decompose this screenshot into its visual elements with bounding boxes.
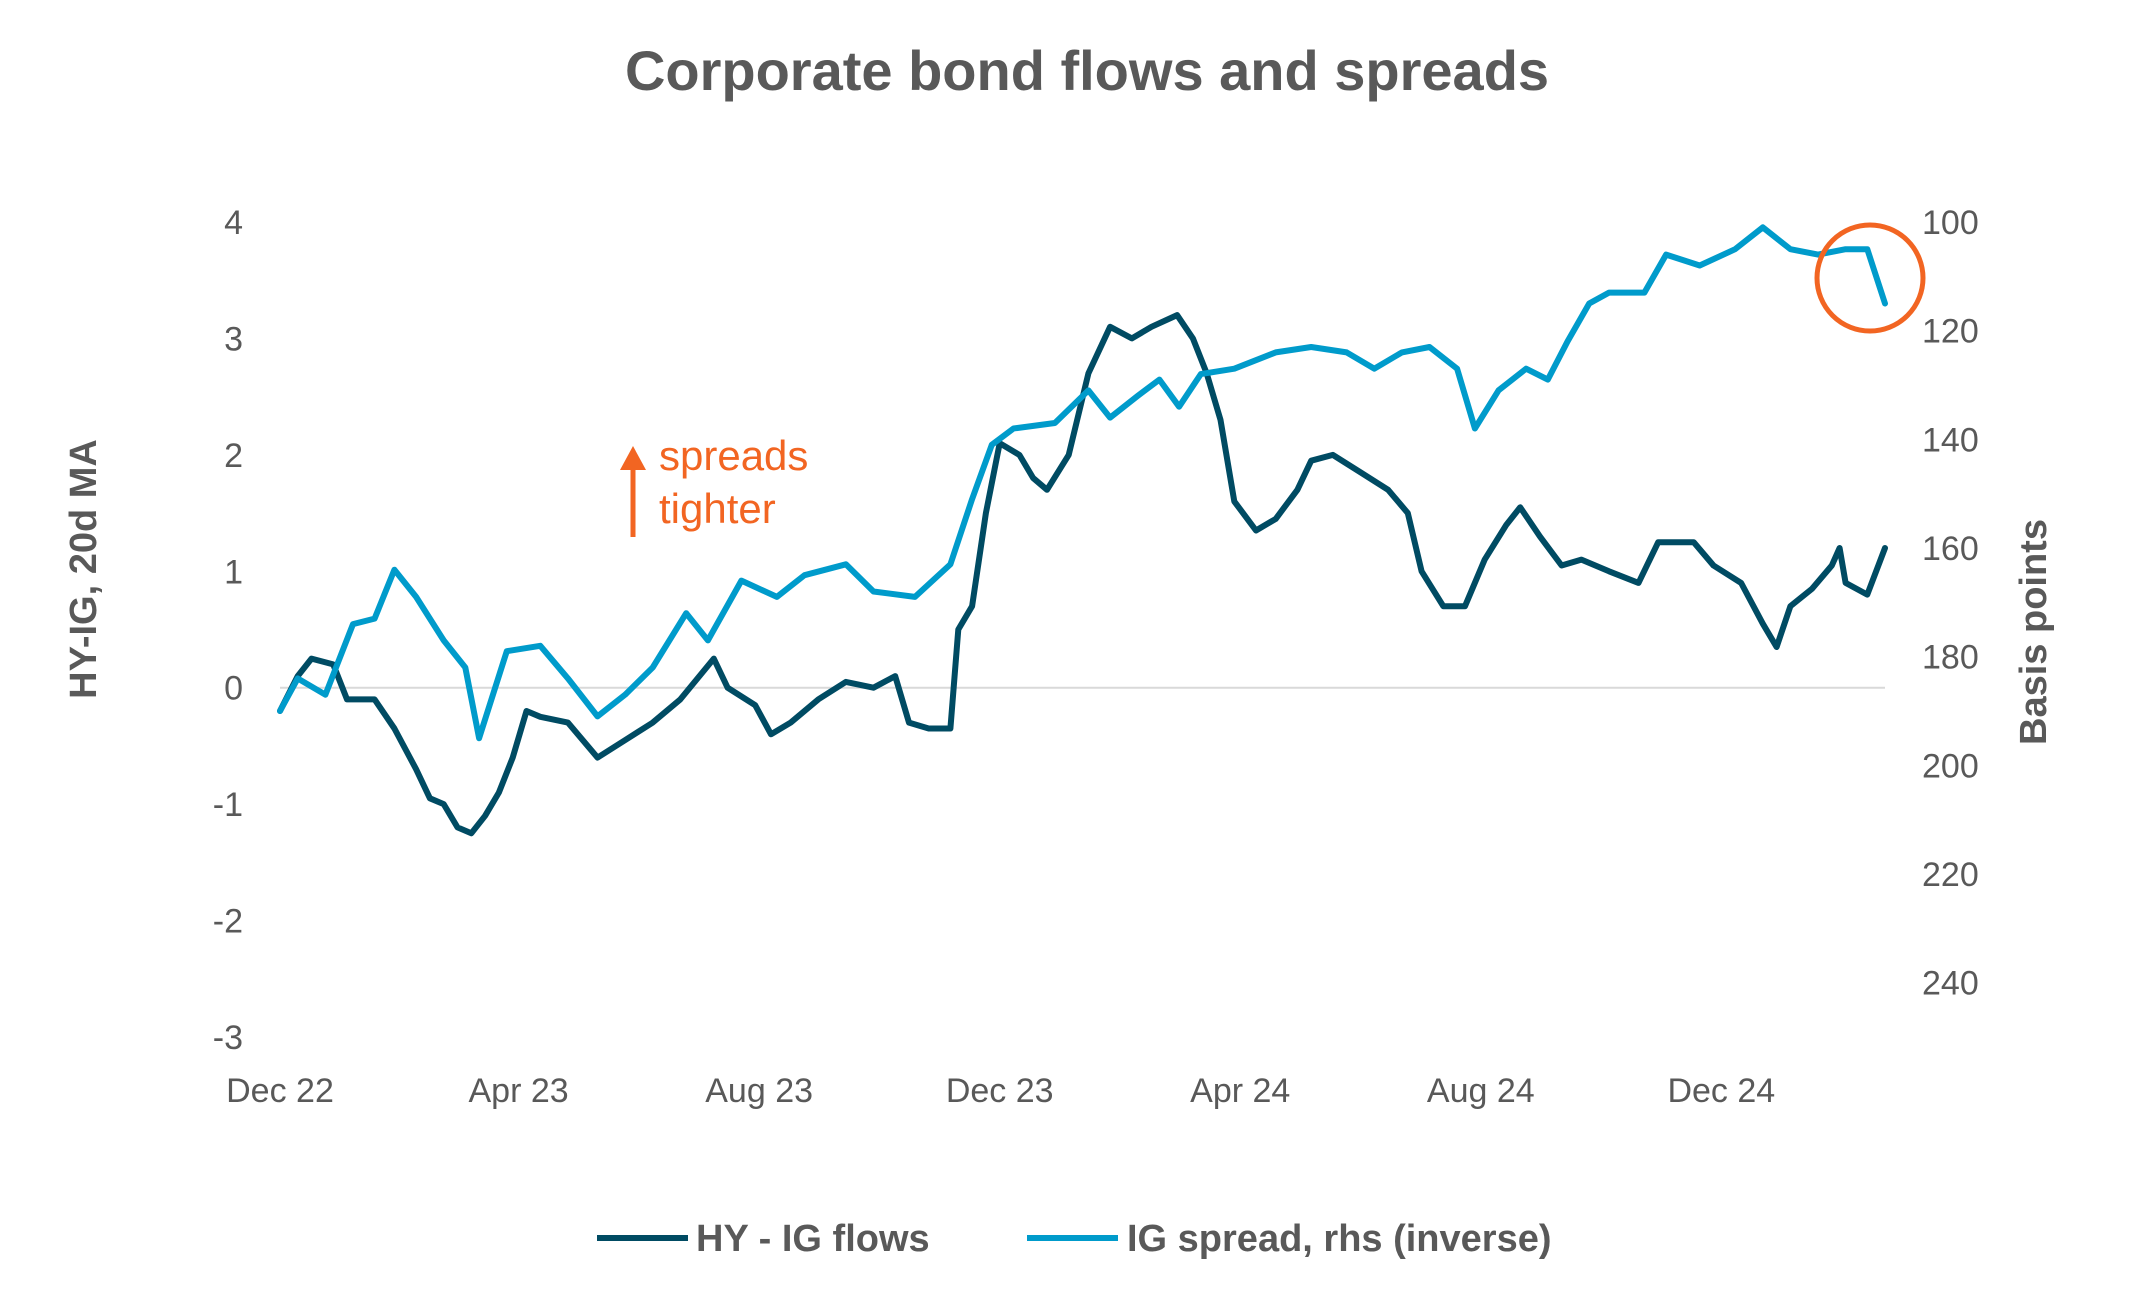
right-tick-label: 240: [1922, 965, 1979, 1003]
legend-label-flows: HY - IG flows: [696, 1218, 930, 1260]
right-axis-title: Basis points: [2013, 519, 2055, 745]
x-tick-label: Dec 22: [226, 1072, 334, 1110]
arrow-head: [620, 446, 646, 470]
left-tick-label: -1: [213, 786, 243, 824]
left-tick-label: 4: [224, 204, 243, 242]
legend-item-flows: HY - IG flows: [597, 1218, 930, 1260]
left-axis-title: HY-IG, 20d MA: [63, 439, 105, 699]
right-tick-label: 160: [1922, 530, 1979, 568]
legend: HY - IG flows IG spread, rhs (inverse): [597, 1218, 1552, 1260]
left-tick-label: -2: [213, 903, 243, 941]
chart-title: Corporate bond flows and spreads: [625, 39, 1549, 102]
annotation-line1: spreads: [659, 432, 808, 479]
left-tick-label: -3: [213, 1019, 243, 1057]
x-tick-label: Aug 23: [705, 1072, 813, 1110]
left-axis-ticks: -3 -2 -1 0 1 2 3 4: [213, 204, 243, 1057]
annotation-line2: tighter: [659, 485, 776, 532]
series-line-ig-spread: [277, 224, 1888, 742]
x-tick-label: Dec 23: [946, 1072, 1054, 1110]
right-tick-label: 200: [1922, 747, 1979, 785]
highlight-circle: [1814, 222, 1926, 334]
left-tick-label: 0: [224, 670, 243, 708]
series-line-hy-ig-flows: [277, 312, 1888, 837]
right-tick-label: 140: [1922, 421, 1979, 459]
legend-label-ig-spread: IG spread, rhs (inverse): [1127, 1218, 1552, 1260]
left-tick-label: 3: [224, 320, 243, 358]
legend-item-ig-spread: IG spread, rhs (inverse): [1027, 1218, 1552, 1260]
x-tick-label: Apr 24: [1190, 1072, 1290, 1110]
spreads-tighter-annotation: spreads tighter: [620, 432, 808, 537]
x-tick-label: Apr 23: [468, 1072, 568, 1110]
x-tick-label: Aug 24: [1427, 1072, 1535, 1110]
series-group: [277, 224, 1888, 837]
x-tick-label: Dec 24: [1667, 1072, 1775, 1110]
x-axis-ticks: Dec 22 Apr 23 Aug 23 Dec 23 Apr 24 Aug 24 Dec …: [226, 1072, 1775, 1110]
right-axis-ticks: 100 120 140 160 180 200 220 240: [1922, 204, 1979, 1003]
left-tick-label: 1: [224, 553, 243, 591]
right-tick-label: 180: [1922, 639, 1979, 677]
right-tick-label: 220: [1922, 856, 1979, 894]
left-tick-label: 2: [224, 437, 243, 475]
right-tick-label: 120: [1922, 313, 1979, 351]
right-tick-label: 100: [1922, 204, 1979, 242]
